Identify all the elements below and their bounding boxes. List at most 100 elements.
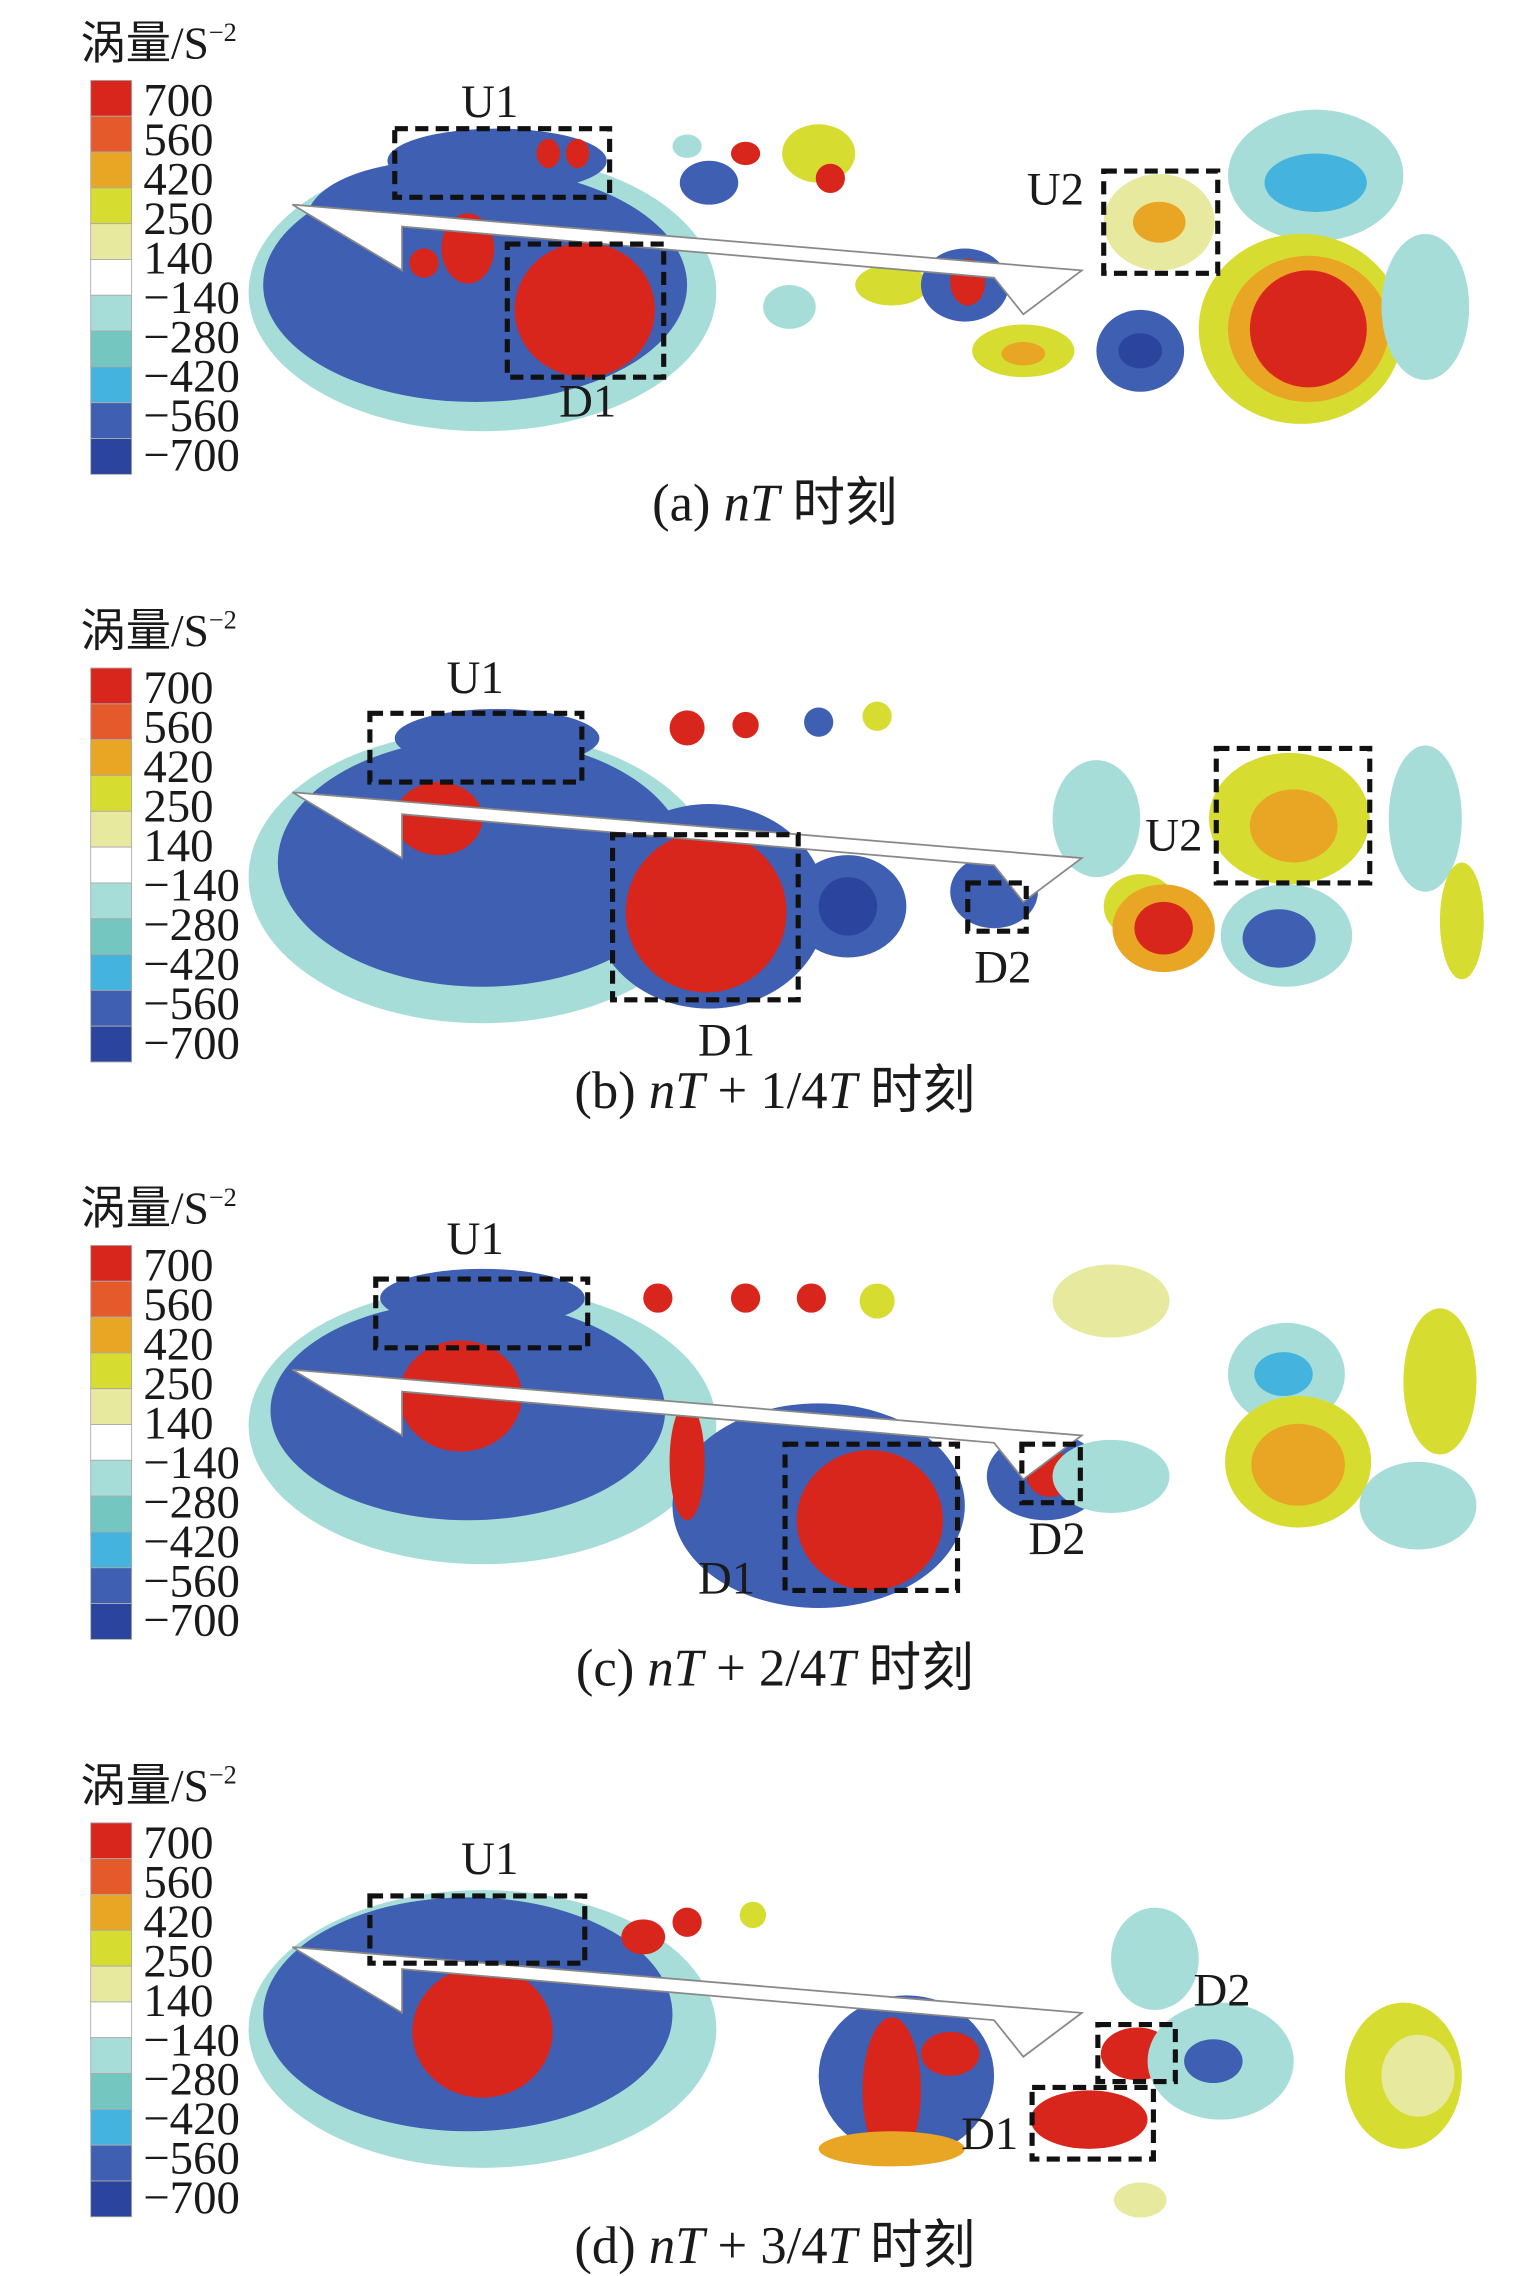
colorbar-tick-label: 140: [143, 820, 213, 872]
colorbar-tick-label: −140: [143, 2014, 240, 2066]
vortex-contour: [818, 2131, 965, 2167]
colorbar-tick-label: 700: [143, 1817, 213, 1869]
region-box-d2: [965, 880, 1029, 934]
vortex-contour: [920, 2031, 980, 2076]
colorbar-tick-label: −560: [143, 1555, 240, 1607]
region-box-d2: [1095, 2022, 1178, 2085]
colorbar-segment: [90, 1495, 133, 1533]
vortex-contour: [625, 831, 787, 993]
plate-body: [291, 203, 1085, 316]
vortex-contour: [514, 242, 655, 378]
colorbar-segment: [90, 703, 133, 741]
colorbar-tick-label: 250: [143, 781, 213, 833]
vorticity-field: [248, 701, 1484, 1024]
vortex-contour: [1111, 1907, 1199, 2010]
region-box-d1: [504, 241, 667, 380]
colorbar-segment: [90, 882, 133, 920]
colorbar-tick-label: 420: [143, 741, 213, 793]
colorbar-tick-label: 560: [143, 1279, 213, 1331]
colorbar-segment: [90, 1531, 133, 1569]
colorbar-segment: [90, 2144, 133, 2182]
vortex-contour: [643, 1283, 673, 1313]
colorbar-segment: [90, 1025, 133, 1063]
colorbar-segment: [90, 667, 133, 705]
colorbar-segment: [90, 79, 133, 117]
region-box-u1: [373, 1276, 591, 1351]
vortex-contour: [730, 1283, 761, 1313]
region-label: D1: [698, 1552, 755, 1604]
vortex-contour: [796, 1283, 826, 1313]
colorbar-tick-label: −280: [143, 1476, 240, 1528]
panel-caption: (b) nT + 1/4T 时刻: [574, 1062, 975, 1120]
colorbar-segment: [90, 918, 133, 955]
colorbar-segment: [90, 1316, 133, 1354]
vortex-contour: [1388, 745, 1462, 892]
colorbar-title: 涡量/S−2: [80, 606, 236, 657]
vortex-contour: [1113, 2182, 1167, 2218]
colorbar-segment: [90, 259, 133, 296]
vortex-contour: [679, 160, 739, 205]
colorbar-segment: [90, 810, 133, 848]
colorbar-segment: [90, 1459, 133, 1497]
region-label: D1: [698, 1014, 755, 1066]
colorbar-tick-label: 560: [143, 702, 213, 754]
vortex-contour: [565, 138, 590, 169]
region-box-d1: [782, 1441, 961, 1593]
panel-caption: (a) nT 时刻: [652, 474, 897, 532]
colorbar-segment: [90, 2073, 133, 2110]
colorbar-tick-label: −700: [143, 2172, 240, 2224]
colorbar-tick-label: −420: [143, 351, 240, 403]
colorbar-segment: [90, 1388, 133, 1425]
vortex-contour: [1381, 2034, 1455, 2117]
colorbar-segment: [90, 1424, 133, 1461]
colorbar-segment: [90, 1245, 133, 1282]
colorbar-segment: [90, 846, 133, 884]
colorbar-tick-label: 250: [143, 193, 213, 245]
region-label: U1: [461, 1833, 518, 1885]
colorbar-segment: [90, 2037, 133, 2074]
region-box-u1: [367, 1893, 588, 1966]
plate-body: [291, 1946, 1085, 2058]
region-label: U2: [1027, 164, 1084, 216]
colorbar-tick-label: −560: [143, 2133, 240, 2185]
colorbar-tick-label: 420: [143, 153, 213, 205]
vortex-contour: [380, 1268, 585, 1328]
panel-b: 涡量/S−2700560420250140−140−280−420−560−70…: [80, 606, 1484, 1120]
vortex-contour: [1251, 1423, 1345, 1506]
colorbar-tick-label: −280: [143, 899, 240, 951]
colorbar-tick-label: 140: [143, 1397, 213, 1449]
vortex-contour: [1184, 2039, 1243, 2084]
region-box-u1: [367, 710, 585, 785]
colorbar-segment: [90, 294, 133, 332]
colorbar-segment: [90, 989, 133, 1027]
vortex-contour: [669, 710, 705, 746]
vortex-contour: [536, 138, 560, 169]
colorbar-tick-label: 560: [143, 1856, 213, 1908]
vortex-contour: [1001, 342, 1046, 366]
vortex-contour: [1254, 1352, 1313, 1397]
colorbar-segment: [90, 2180, 133, 2218]
vortex-contour: [669, 1403, 705, 1521]
vortex-contour: [815, 163, 845, 193]
colorbar-segment: [90, 1965, 133, 2003]
vortex-contour: [394, 708, 600, 768]
colorbar-tick-label: −140: [143, 272, 240, 324]
panel-c: 涡量/S−2 700560420250140−140−280−420−560−70…: [80, 1183, 1477, 1697]
vortex-contour: [1439, 862, 1484, 980]
colorbar-segment: [90, 187, 133, 225]
colorbar-tick-label: −700: [143, 430, 240, 482]
plate-body: [291, 791, 1085, 904]
panel-d: 涡量/S−2 700560420250140−140−280−420−560−70…: [80, 1760, 1462, 2275]
vortex-contour: [1403, 1308, 1477, 1455]
colorbar-segment: [90, 1822, 133, 1860]
vortex-contour: [1249, 270, 1367, 388]
vortex-contour: [1052, 1264, 1170, 1338]
colorbar-segment: [90, 1858, 133, 1895]
region-box-d1: [609, 832, 801, 1003]
region-box-u1: [392, 126, 613, 200]
